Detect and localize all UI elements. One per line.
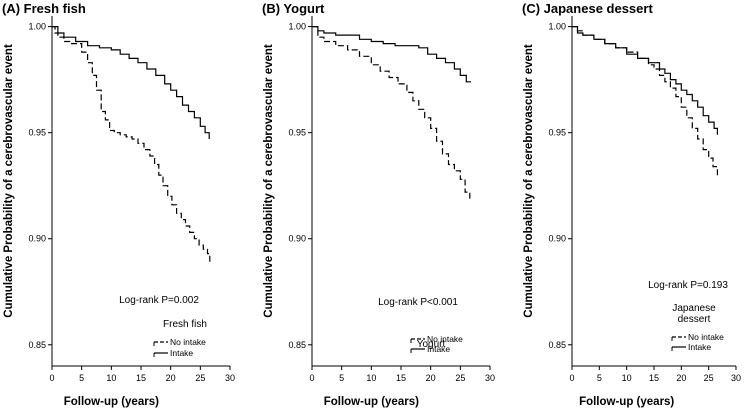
y-tick-label: 0.90 xyxy=(548,234,566,244)
legend-no-intake-label: No intake xyxy=(688,332,724,342)
series-intake-curve xyxy=(52,26,210,139)
series-no-intake-curve xyxy=(52,26,211,263)
series-no-intake-curve xyxy=(312,26,471,201)
x-tick-label: 5 xyxy=(79,373,84,383)
x-tick-label: 10 xyxy=(366,373,376,383)
x-tick-label: 30 xyxy=(485,373,495,383)
x-axis-label: Follow-up (years) xyxy=(324,396,419,408)
panel-2: (B) Yogurt 0 5 10 15 20 25 30 0.85 0.90 0.95 1.00 Cu… xyxy=(262,1,495,408)
x-tick-label: 25 xyxy=(704,373,714,383)
legend-no-intake: No intake xyxy=(410,334,463,344)
panel-1: (A) Fresh fish 0 5 10 15 20 25 30 0.85 0.90 0.95 1.… xyxy=(2,1,235,408)
legend-title: Japanese dessert xyxy=(672,303,716,325)
legend-no-intake: No intake xyxy=(671,332,724,342)
series-intake-curve xyxy=(312,26,471,83)
legend-title: Yogurt xyxy=(417,339,446,350)
y-axis-label: Cumulative Probability of a cerebrovascu… xyxy=(3,44,15,318)
x-tick-label: 20 xyxy=(166,373,176,383)
y-tick-label: 0.95 xyxy=(288,128,306,138)
log-rank-annotation: Log-rank P=0.002 xyxy=(119,295,199,306)
legend-intake-label: Intake xyxy=(688,342,711,352)
legend-intake: Intake xyxy=(410,344,450,354)
x-tick-label: 0 xyxy=(309,373,314,383)
series-intake-curve xyxy=(572,26,718,135)
x-tick-label: 5 xyxy=(339,373,344,383)
y-tick-label: 0.95 xyxy=(548,128,566,138)
series-no-intake-curve xyxy=(572,26,718,178)
y-axis-label: Cumulative Probability of a cerebrovascu… xyxy=(523,44,535,318)
x-tick-label: 5 xyxy=(597,373,602,383)
panel-3: (C) Japanese dessert 0 5 10 15 20 25 30 0.85 0.90… xyxy=(522,1,741,408)
legend-no-intake-label: No intake xyxy=(170,337,206,347)
legend-intake-label: Intake xyxy=(170,348,193,358)
y-tick-label: 0.85 xyxy=(28,340,46,350)
log-rank-annotation: Log-rank P=0.193 xyxy=(648,280,728,291)
y-tick-label: 0.85 xyxy=(288,340,306,350)
x-tick-label: 25 xyxy=(195,373,205,383)
x-tick-label: 15 xyxy=(396,373,406,383)
log-rank-annotation: Log-rank P<0.001 xyxy=(378,297,458,308)
panel-title: (B) Yogurt xyxy=(262,1,325,16)
x-tick-label: 25 xyxy=(455,373,465,383)
y-tick-label: 1.00 xyxy=(288,22,306,32)
x-tick-label: 20 xyxy=(426,373,436,383)
legend-intake-label: Intake xyxy=(427,344,450,354)
x-tick-label: 10 xyxy=(622,373,632,383)
legend-title: Fresh fish xyxy=(163,319,207,330)
y-tick-label: 1.00 xyxy=(548,22,566,32)
x-axis-label: Follow-up (years) xyxy=(64,396,159,408)
y-tick-label: 1.00 xyxy=(28,22,46,32)
x-axis-label: Follow-up (years) xyxy=(579,396,674,408)
y-tick-label: 0.85 xyxy=(548,340,566,350)
y-tick-label: 0.90 xyxy=(288,234,306,244)
legend-intake: Intake xyxy=(153,348,193,358)
legend-no-intake: No intake xyxy=(153,337,206,347)
x-tick-label: 15 xyxy=(136,373,146,383)
y-axis-label: Cumulative Probability of a cerebrovascu… xyxy=(263,44,275,318)
x-tick-label: 10 xyxy=(106,373,116,383)
x-tick-label: 0 xyxy=(49,373,54,383)
legend-intake: Intake xyxy=(671,342,711,352)
x-tick-label: 20 xyxy=(676,373,686,383)
x-tick-label: 30 xyxy=(731,373,741,383)
legend-no-intake-label: No intake xyxy=(427,334,463,344)
x-tick-label: 30 xyxy=(225,373,235,383)
panel-title: (A) Fresh fish xyxy=(2,1,86,16)
x-tick-label: 15 xyxy=(649,373,659,383)
y-tick-label: 0.95 xyxy=(28,128,46,138)
x-tick-label: 0 xyxy=(569,373,574,383)
y-tick-label: 0.90 xyxy=(28,234,46,244)
panel-title: (C) Japanese dessert xyxy=(522,1,653,16)
